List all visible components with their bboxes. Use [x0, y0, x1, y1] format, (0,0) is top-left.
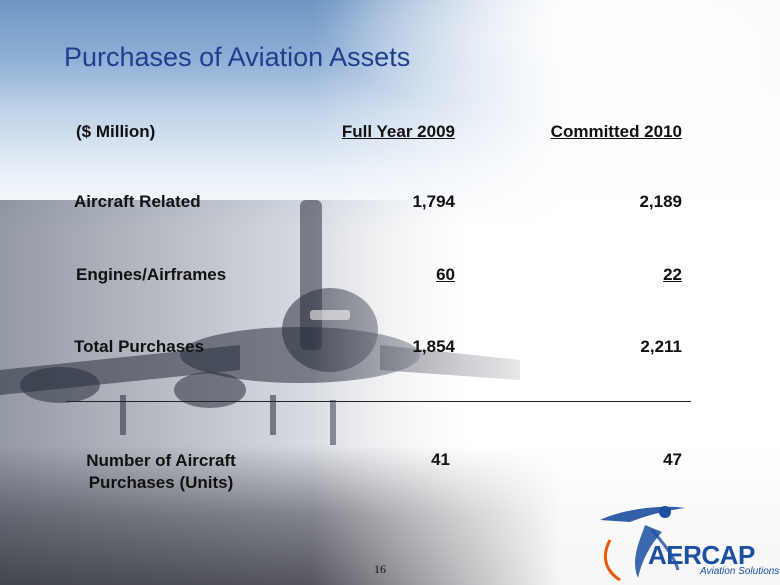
slide-title: Purchases of Aviation Assets [64, 42, 411, 72]
row-total-purchases-2010: 2,211 [640, 337, 682, 356]
row-aircraft-related-2009: 1,794 [412, 192, 455, 211]
col-header-full-year-2009: Full Year 2009 [341, 122, 455, 141]
aercap-logo-mark [600, 506, 685, 582]
row-label-line1: Number of Aircraft [86, 451, 236, 470]
row-label-number-of-aircraft: Number of Aircraft Purchases (Units) [66, 450, 256, 494]
row-number-of-aircraft-2009: 41 [431, 450, 450, 469]
unit-header: ($ Million) [76, 122, 156, 141]
row-number-of-aircraft-2010: 47 [663, 450, 682, 469]
row-engines-airframes-2009: 60 [436, 265, 455, 284]
row-engines-airframes-2010: 22 [663, 265, 682, 284]
row-aircraft-related-2010: 2,189 [639, 192, 682, 211]
page-number: 16 [374, 562, 386, 576]
row-total-purchases-2009: 1,854 [412, 337, 455, 356]
aercap-tagline: Aviation Solutions [700, 566, 780, 577]
section-divider [66, 401, 691, 402]
row-label-total-purchases: Total Purchases [74, 337, 205, 356]
row-label-engines-airframes: Engines/Airframes [76, 265, 227, 284]
row-label-aircraft-related: Aircraft Related [74, 192, 201, 211]
col-header-committed-2010: Committed 2010 [550, 122, 682, 141]
row-label-line2: Purchases (Units) [88, 473, 234, 492]
aercap-wordmark: AERCAP [648, 540, 755, 570]
